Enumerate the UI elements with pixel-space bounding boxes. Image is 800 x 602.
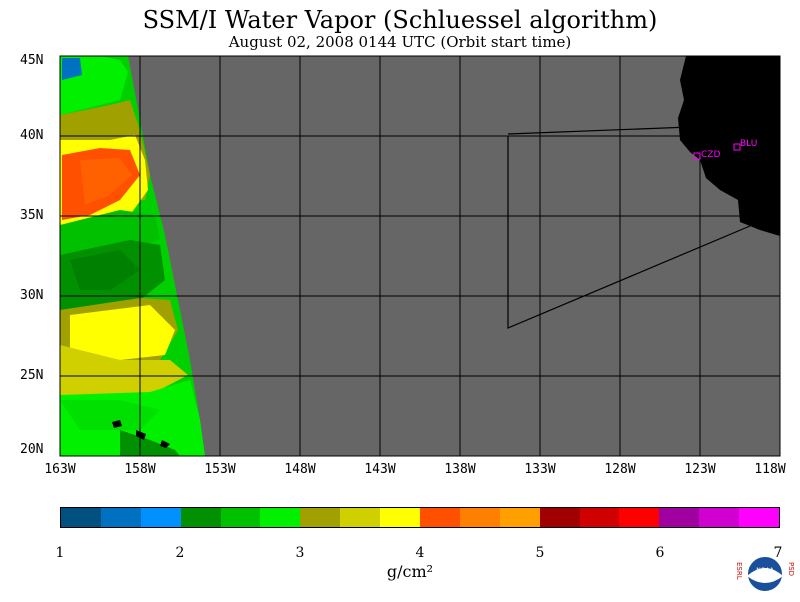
color-scale-swatch [659,508,700,527]
lat-label: 45N [20,53,44,68]
color-scale-swatch [340,508,381,527]
color-scale-swatch [699,508,740,527]
color-scale-swatch [539,508,580,527]
station-label: CZD [701,150,720,160]
color-scale-swatch [499,508,540,527]
color-scale-swatch [140,508,181,527]
color-scale-swatch [459,508,500,527]
lon-label: 123W [684,462,716,477]
lat-lon-grid [60,56,780,456]
lat-label: 20N [20,442,44,457]
hawaii-islands [112,420,122,428]
lon-label: 163W [44,462,76,477]
lon-label: 143W [364,462,396,477]
station-label: BLU [740,139,757,149]
lon-label: 118W [754,462,786,477]
lon-label: 138W [444,462,476,477]
color-scale-swatch [300,508,341,527]
map-title: SSM/I Water Vapor (Schluessel algorithm) [142,6,658,34]
color-scale-swatch [180,508,221,527]
color-scale-swatch [260,508,301,527]
lon-label: 133W [524,462,556,477]
logo-left-text: ESRL [735,562,743,580]
color-scale-swatch [739,508,780,527]
units-label: g/cm² [386,562,434,581]
logo-center-text: NOAA [756,567,774,574]
logo-right-text: PSD [787,562,795,576]
color-scale-swatch [619,508,660,527]
lon-label: 148W [284,462,316,477]
lat-label: 40N [20,128,44,143]
scale-tick-label: 6 [655,545,665,561]
scale-tick-label: 7 [773,545,783,561]
color-scale-swatch [380,508,421,527]
lat-label: 25N [20,368,44,383]
color-scale-bar [60,507,780,528]
lon-label: 128W [604,462,636,477]
station-czd-marker [693,152,701,160]
scale-tick-label: 2 [175,545,185,561]
scale-tick-label: 3 [295,545,305,561]
scale-tick-label: 1 [55,545,65,561]
color-scale-swatch [579,508,620,527]
scale-tick-label: 5 [535,545,545,561]
station-markers [693,143,741,160]
map-frame [59,55,781,457]
color-scale-swatch [220,508,261,527]
color-scale-swatch [100,508,141,527]
domain-outline [507,136,751,329]
california-coast-land [678,56,780,236]
lat-label: 30N [20,288,44,303]
lon-label: 153W [204,462,236,477]
scale-tick-label: 4 [415,545,425,561]
color-scale-swatch [420,508,460,527]
satellite-swath [60,56,205,456]
noaa-logo: NOAA ESRL PSD [735,550,795,598]
lon-label: 158W [124,462,156,477]
color-scale-swatch [61,508,101,527]
station-blu-marker [733,143,741,151]
lat-label: 35N [20,208,44,223]
map-subtitle: August 02, 2008 0144 UTC (Orbit start ti… [228,33,572,51]
